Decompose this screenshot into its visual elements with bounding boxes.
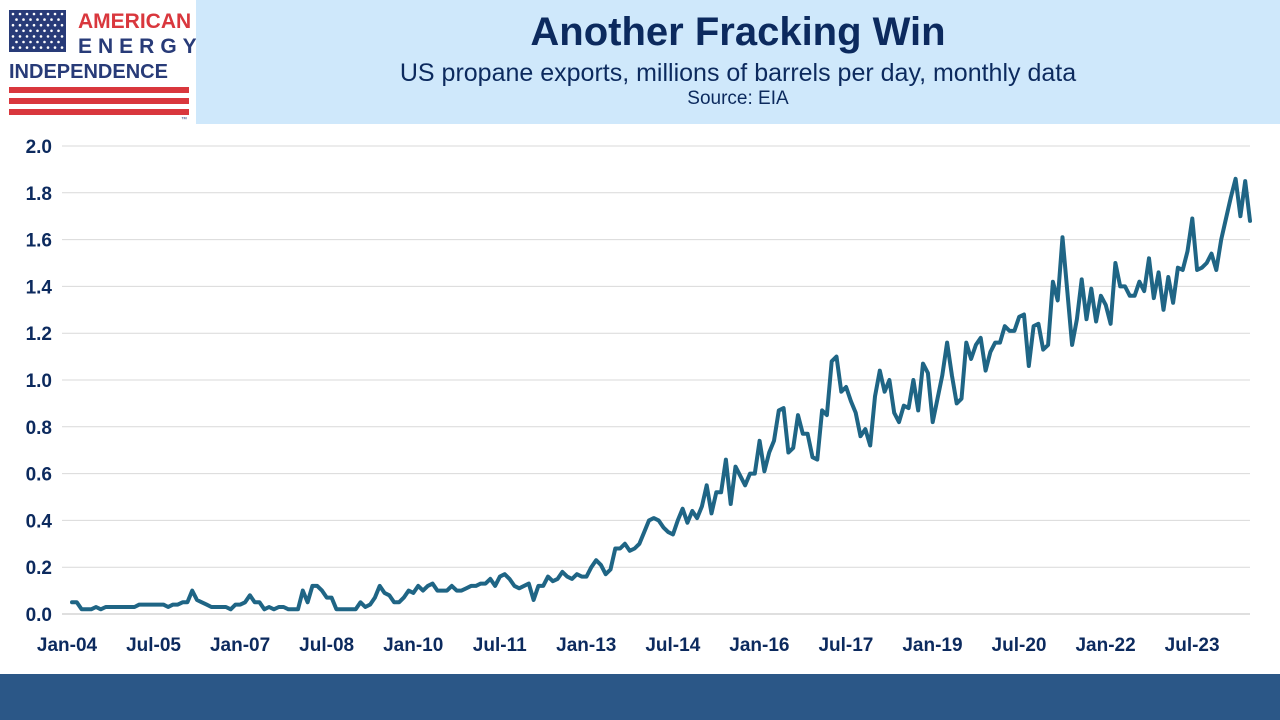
flag-star: [53, 35, 57, 38]
flag-star: [39, 12, 43, 16]
y-tick-label: 0.0: [26, 605, 52, 626]
flag-star: [15, 29, 18, 33]
x-tick-label: Jul-11: [473, 635, 527, 656]
flag-star: [25, 12, 29, 16]
chart-subtitle: US propane exports, millions of barrels …: [399, 59, 1077, 87]
y-tick-label: 1.0: [26, 371, 52, 392]
y-tick-label: 1.8: [26, 184, 52, 205]
flag-star: [46, 23, 50, 27]
flag-star: [50, 29, 53, 33]
x-tick-label: Jul-17: [818, 635, 873, 656]
flag-star: [22, 18, 25, 21]
flag-star: [32, 46, 36, 49]
flag-star: [22, 29, 25, 33]
flag-star: [32, 12, 36, 16]
flag-stripe: [9, 87, 189, 93]
flag-star: [11, 46, 15, 49]
x-tick-label: Jul-23: [1165, 635, 1220, 656]
logo-text-american: AMERICAN: [78, 10, 191, 33]
flag-star: [22, 40, 25, 44]
y-tick-label: 1.2: [26, 324, 52, 345]
flag-star: [43, 18, 46, 21]
x-tick-label: Jan-19: [902, 635, 962, 656]
flag-star: [46, 35, 50, 38]
flag-star: [60, 46, 64, 49]
flag-star: [60, 23, 64, 27]
flag-star: [29, 40, 32, 44]
flag-star: [60, 35, 64, 38]
flag-stars: [11, 12, 64, 49]
flag-star: [29, 29, 32, 33]
x-tick-label: Jul-05: [126, 635, 181, 656]
y-tick-label: 0.4: [26, 511, 53, 532]
flag-star: [46, 12, 50, 16]
logo-trademark: ™: [181, 116, 187, 123]
flag-star: [18, 46, 22, 49]
flag-star: [18, 35, 22, 38]
flag-star: [57, 29, 60, 33]
flag-star: [36, 29, 39, 33]
series-line-propane-exports: [70, 176, 1252, 612]
flag-star: [57, 18, 60, 21]
flag-star: [46, 46, 50, 49]
flag-star: [39, 46, 43, 49]
x-tick-label: Jan-10: [383, 635, 443, 656]
x-tick-label: Jul-08: [299, 635, 354, 656]
flag-star: [43, 40, 46, 44]
x-tick-label: Jan-16: [729, 635, 789, 656]
flag-star: [29, 18, 32, 21]
flag-star: [39, 23, 43, 27]
grid-lines: [62, 145, 1250, 568]
chart-header: Another Fracking Win US propane exports,…: [196, 0, 1280, 124]
flag-star: [36, 40, 39, 44]
flag-star: [50, 18, 53, 21]
chart-source: Source: EIA: [687, 88, 789, 109]
series-layer: [70, 176, 1252, 612]
logo: AMERICAN ENERGY INDEPENDENCE ™: [0, 0, 197, 124]
flag-star: [43, 29, 46, 33]
flag-star: [25, 23, 29, 27]
flag-star: [36, 18, 39, 21]
x-tick-label: Jul-20: [992, 635, 1047, 656]
y-tick-label: 1.6: [26, 231, 52, 252]
flag-stripe: [9, 98, 189, 104]
y-tick-label: 2.0: [26, 137, 52, 158]
flag-star: [53, 23, 57, 27]
flag-star: [15, 18, 18, 21]
y-tick-label: 0.8: [26, 418, 52, 439]
x-tick-label: Jan-04: [37, 635, 98, 656]
x-tick-label: Jul-14: [645, 635, 700, 656]
flag-star: [32, 35, 36, 38]
flag-star: [11, 23, 15, 27]
logo-text-independence: INDEPENDENCE: [9, 61, 168, 83]
y-tick-label: 0.6: [26, 465, 52, 486]
flag-star: [53, 12, 57, 16]
y-tick-label: 0.2: [26, 558, 52, 579]
flag-stripe: [9, 109, 189, 115]
flag-star: [53, 46, 57, 49]
line-chart: 0.0 0.2 0.4 0.6 0.8 1.0 1.2 1.4 1.6 1.8 2.0 Jan-04…: [26, 137, 1252, 656]
y-tick-label: 1.4: [26, 277, 53, 298]
x-tick-label: Jan-13: [556, 635, 616, 656]
logo-text-energy: ENERGY: [78, 35, 196, 58]
flag-star: [60, 12, 64, 16]
flag-star: [50, 40, 53, 44]
flag-star: [15, 40, 18, 44]
x-tick-label: Jan-07: [210, 635, 270, 656]
flag-star: [11, 35, 15, 38]
flag-star: [18, 23, 22, 27]
flag-star: [25, 46, 29, 49]
y-axis: 0.0 0.2 0.4 0.6 0.8 1.0 1.2 1.4 1.6 1.8 2.0: [26, 137, 53, 626]
flag-star: [32, 23, 36, 27]
flag-star: [18, 12, 22, 16]
flag-star: [25, 35, 29, 38]
footer-bar: [0, 674, 1280, 720]
american-energy-independence-logo: AMERICAN ENERGY INDEPENDENCE ™: [9, 10, 197, 123]
x-tick-label: Jan-22: [1075, 635, 1135, 656]
flag-star: [57, 40, 60, 44]
flag-star: [39, 35, 43, 38]
x-axis: Jan-04 Jul-05 Jan-07 Jul-08 Jan-10 Jul-11 Jan-…: [37, 613, 1250, 656]
flag-star: [11, 12, 15, 16]
chart-title: Another Fracking Win: [530, 10, 946, 54]
